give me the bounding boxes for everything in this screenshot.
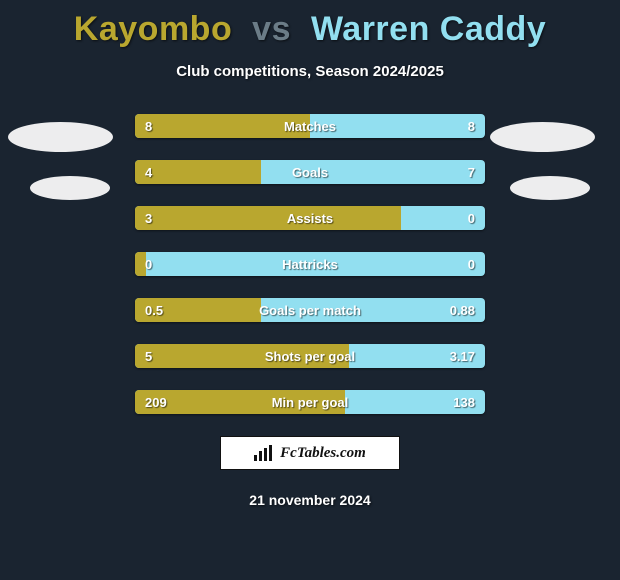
bar-row: 3Assists0 xyxy=(135,206,485,230)
bar-row: 4Goals7 xyxy=(135,160,485,184)
bar-row: 209Min per goal138 xyxy=(135,390,485,414)
title-vs: vs xyxy=(252,10,291,48)
decor-ellipse-left-2 xyxy=(30,176,110,200)
bar-right-value: 0 xyxy=(468,206,475,230)
bar-right-value: 7 xyxy=(468,160,475,184)
title-player1: Kayombo xyxy=(74,10,232,48)
date: 21 november 2024 xyxy=(0,492,620,508)
subtitle: Club competitions, Season 2024/2025 xyxy=(0,63,620,80)
bar-row: 0.5Goals per match0.88 xyxy=(135,298,485,322)
bar-label: Min per goal xyxy=(135,390,485,414)
bar-row: 0Hattricks0 xyxy=(135,252,485,276)
bar-right-value: 0 xyxy=(468,252,475,276)
page-title: Kayombo vs Warren Caddy xyxy=(0,0,620,49)
comparison-bars: 8Matches84Goals73Assists00Hattricks00.5G… xyxy=(135,114,485,414)
bar-right-value: 0.88 xyxy=(450,298,475,322)
bar-right-value: 8 xyxy=(468,114,475,138)
bar-label: Shots per goal xyxy=(135,344,485,368)
bar-label: Assists xyxy=(135,206,485,230)
bar-right-value: 138 xyxy=(453,390,475,414)
chart-icon xyxy=(254,445,274,461)
title-player2: Warren Caddy xyxy=(311,10,546,48)
decor-ellipse-left-1 xyxy=(8,122,113,152)
decor-ellipse-right-1 xyxy=(490,122,595,152)
decor-ellipse-right-2 xyxy=(510,176,590,200)
bar-right-value: 3.17 xyxy=(450,344,475,368)
bar-row: 8Matches8 xyxy=(135,114,485,138)
source-badge-text: FcTables.com xyxy=(280,445,366,462)
bar-label: Hattricks xyxy=(135,252,485,276)
source-badge: FcTables.com xyxy=(220,436,400,470)
bar-label: Goals xyxy=(135,160,485,184)
bar-label: Goals per match xyxy=(135,298,485,322)
bar-row: 5Shots per goal3.17 xyxy=(135,344,485,368)
bar-label: Matches xyxy=(135,114,485,138)
